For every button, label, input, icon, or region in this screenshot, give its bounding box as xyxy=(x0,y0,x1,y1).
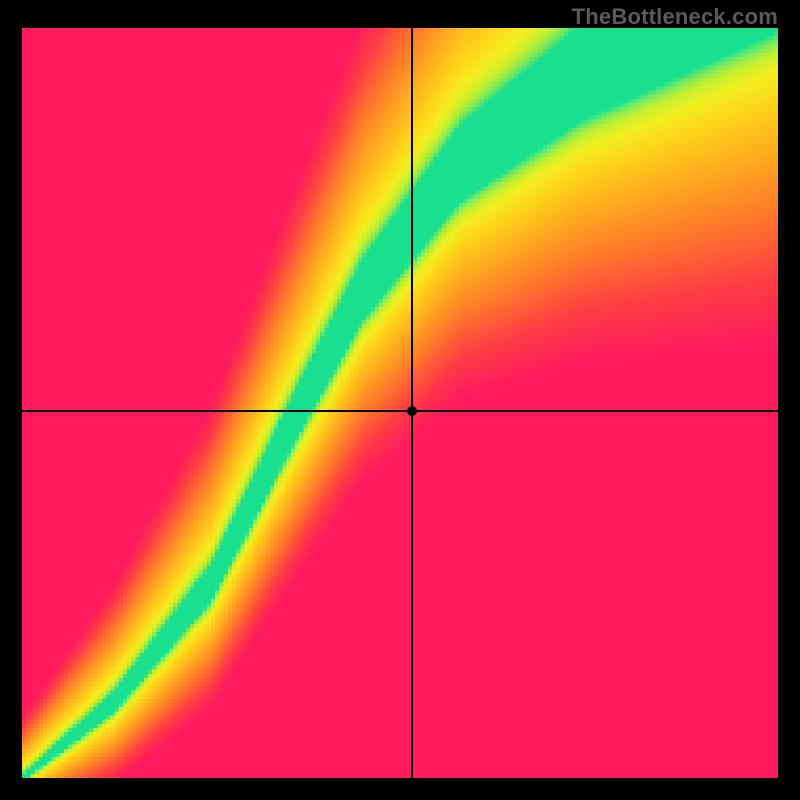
crosshair-vertical xyxy=(411,28,413,778)
crosshair-horizontal xyxy=(22,410,778,412)
marker-dot xyxy=(407,406,417,416)
heatmap-canvas xyxy=(22,28,778,778)
chart-container: TheBottleneck.com xyxy=(0,0,800,800)
watermark-text: TheBottleneck.com xyxy=(572,4,778,30)
plot-area xyxy=(22,28,778,778)
